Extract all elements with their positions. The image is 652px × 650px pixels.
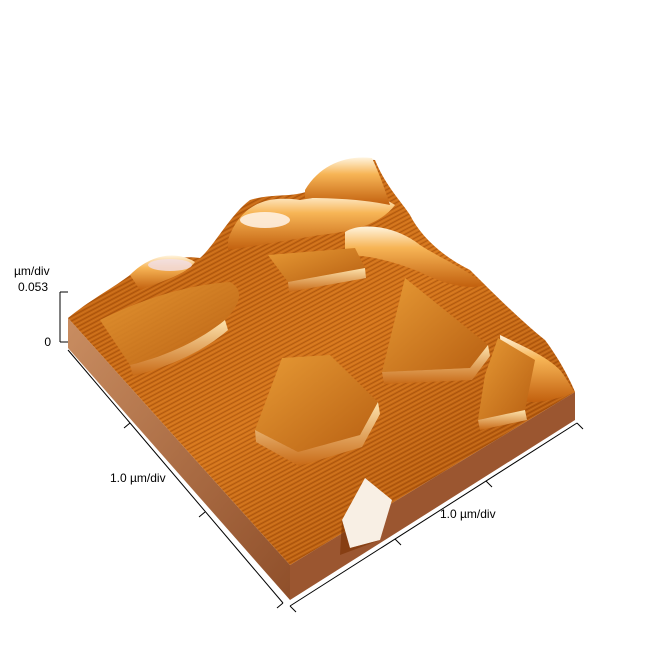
spike-front-shadow — [340, 520, 380, 555]
z-axis: µm/div 0.053 0 — [14, 264, 68, 349]
y-axis-label: 1.0 µm/div — [440, 507, 496, 521]
plate-back-edge — [288, 268, 366, 292]
terrace-left — [100, 282, 240, 365]
plate-triangle-edge — [382, 345, 490, 384]
z-axis-unit: µm/div — [14, 264, 50, 278]
highlight-ridge — [240, 212, 290, 228]
plate-hexagon-edge — [255, 402, 380, 466]
y-axis: 1.0 µm/div — [289, 422, 584, 613]
base-right-face — [290, 392, 575, 600]
z-axis-min: 0 — [44, 335, 51, 349]
plate-triangle — [382, 278, 488, 372]
base-block — [68, 318, 575, 600]
ridge-back-center — [228, 193, 395, 250]
plate-back — [268, 248, 365, 282]
surface — [68, 157, 575, 566]
x-axis-label: 1.0 µm/div — [110, 471, 166, 485]
z-axis-max: 0.053 — [18, 280, 48, 294]
plate-hexagon — [255, 355, 378, 452]
spike-front — [342, 478, 392, 548]
highlight-back-left — [148, 259, 192, 271]
ridge-back-right — [345, 226, 485, 287]
x-axis: 1.0 µm/div — [67, 349, 284, 609]
terrace-left-edge — [130, 320, 228, 376]
base-left-face — [68, 318, 290, 600]
ridge-back-top — [305, 157, 390, 205]
plate-right — [478, 338, 535, 420]
plate-right-edge — [478, 410, 527, 430]
